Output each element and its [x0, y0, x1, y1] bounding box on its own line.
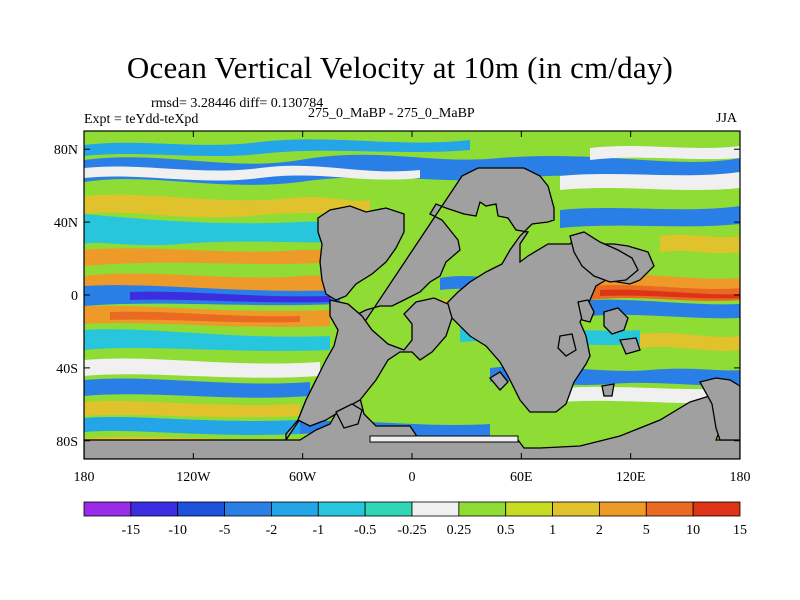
field-band [84, 329, 330, 351]
x-tick-label: 0 [409, 470, 416, 485]
season-label: JJA [716, 111, 738, 126]
y-tick-label: 80S [56, 435, 78, 450]
experiment-label: Expt = teYdd-teXpd [84, 112, 199, 127]
colorbar-box [224, 501, 272, 517]
colorbar: -15 -10 -5 -2 -1 -0.5 -0.25 0.25 0.5 1 2 5 10 15 [83, 501, 747, 538]
field-band [84, 401, 300, 418]
field-band [84, 194, 370, 218]
field-band [84, 417, 300, 435]
field-band [84, 248, 330, 266]
y-tick-label: 40S [56, 362, 78, 377]
field-band [560, 172, 740, 190]
field-band [84, 358, 320, 378]
field-band [84, 139, 470, 156]
land-region [601, 383, 615, 397]
colorbar-label: 2 [596, 523, 603, 538]
colorbar-box [552, 501, 600, 517]
colorbar-box [177, 501, 225, 517]
land-region [557, 333, 577, 357]
land-region [489, 371, 509, 391]
colorbar-label: -5 [219, 523, 231, 538]
colorbar-label: 5 [643, 523, 650, 538]
land-region [577, 299, 595, 323]
chart-title: Ocean Vertical Velocity at 10m (in cm/da… [126, 50, 674, 85]
field-band [600, 289, 740, 299]
colorbar-label: 10 [686, 523, 700, 538]
colorbar-label: -0.25 [397, 523, 426, 538]
x-tick-label: 60W [289, 470, 317, 485]
colorbar-box [130, 501, 179, 517]
field-band [590, 146, 740, 160]
colorbar-box [645, 501, 694, 517]
colorbar-label: 1 [549, 523, 556, 538]
field-band [130, 291, 330, 303]
land-region [619, 337, 641, 355]
x-tick-label: 60E [510, 470, 533, 485]
land-region [699, 377, 740, 441]
field-band [84, 214, 360, 246]
y-tick-label: 0 [71, 289, 78, 304]
axis-ticks: 180 120W 60W 0 60E 120E 180 80N 40N 0 40S 80S [54, 131, 751, 485]
land-region [297, 297, 453, 427]
colorbar-box [692, 501, 741, 517]
land-region [569, 231, 639, 283]
field-band [660, 234, 740, 254]
field-band [640, 333, 740, 351]
ice-shelf [369, 435, 519, 443]
colorbar-box [271, 501, 319, 517]
colorbar-box [317, 501, 366, 517]
stats-label: rmsd= 3.28446 diff= 0.130784 [151, 96, 324, 111]
colorbar-label: 15 [733, 523, 747, 538]
case-label: 275_0_MaBP - 275_0_MaBP [308, 106, 475, 121]
x-tick-label: 180 [74, 470, 95, 485]
colorbar-label: -15 [122, 523, 141, 538]
colorbar-label: -0.5 [354, 523, 376, 538]
field-band [84, 378, 310, 398]
colorbar-box [458, 501, 507, 517]
land-region [603, 307, 629, 335]
y-tick-label: 80N [54, 143, 78, 158]
y-tick-label: 40N [54, 216, 78, 231]
field-band [560, 206, 740, 228]
plot-area [84, 131, 740, 459]
field-band [590, 299, 740, 319]
colorbar-label: -10 [168, 523, 187, 538]
colorbar-label: 0.25 [447, 523, 472, 538]
colorbar-box [364, 501, 413, 517]
colorbar-box [505, 501, 553, 517]
colorbar-box [599, 501, 647, 517]
field-band [84, 165, 420, 181]
colorbar-box [83, 501, 132, 517]
x-tick-label: 120W [176, 470, 211, 485]
colorbar-label: -1 [312, 523, 324, 538]
land-region [317, 205, 405, 301]
x-tick-label: 180 [730, 470, 751, 485]
land-region [335, 403, 363, 429]
colorbar-label: 0.5 [497, 523, 515, 538]
field-band [110, 311, 300, 323]
colorbar-label: -2 [266, 523, 278, 538]
land-masses [84, 167, 740, 459]
x-tick-label: 120E [616, 470, 646, 485]
colorbar-box [411, 501, 460, 517]
